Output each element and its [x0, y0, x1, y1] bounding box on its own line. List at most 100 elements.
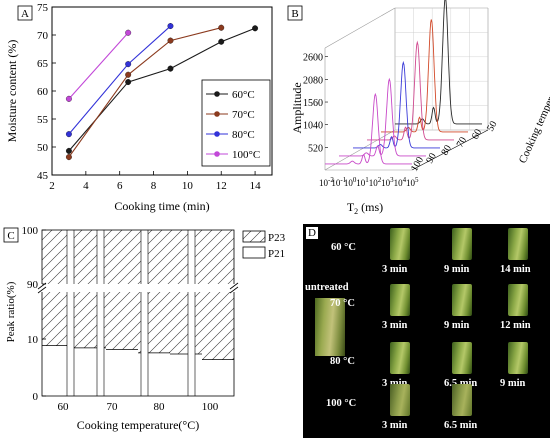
x-tick-label-b: 101 — [356, 176, 369, 188]
time-label: 14 min — [500, 264, 531, 275]
moisture-chart: A 2 4 6 8 10 12 14 45 50 55 60 65 70 75 60°C 70°C 80°C 1… — [5, 2, 273, 213]
p21-segment — [202, 359, 234, 396]
y-tick-label-b: 1560 — [303, 98, 323, 109]
legend-label-p23: P23 — [268, 232, 286, 244]
z-axis-label-b: Cooking temperature (°C) — [517, 55, 550, 165]
sample-photo — [452, 384, 472, 416]
y-tick-label-b: 520 — [308, 143, 323, 154]
x-tick-label-b: 103 — [381, 176, 394, 188]
panel-label-a: A — [21, 8, 29, 20]
y-tick-label-c: 100 — [22, 225, 39, 237]
x-tick-label-a: 6 — [117, 180, 123, 192]
legend-marker-a — [214, 91, 220, 97]
series-line-a — [68, 27, 222, 158]
y-tick-label-a: 70 — [37, 30, 49, 42]
legend-label-a: 80°C — [232, 129, 255, 141]
data-point-a — [218, 38, 225, 45]
legend-swatch-p21 — [242, 246, 266, 259]
data-point-a — [65, 147, 72, 154]
sample-photo — [452, 228, 472, 260]
data-point-a — [167, 37, 174, 44]
peak-ratio-chart: C 90 100 0 10 60 70 80 100 P23 P21 Cooking temp… — [3, 225, 286, 432]
x-tick-label-b: 105 — [406, 176, 419, 188]
bar-gap — [141, 230, 148, 396]
x-tick-label-a: 10 — [182, 180, 194, 192]
temperature-label: 70 °C — [330, 298, 355, 309]
series-line-a — [68, 32, 129, 100]
time-label: 3 min — [382, 264, 408, 275]
sample-photo — [508, 342, 528, 374]
z-tick-label-b: 90 — [424, 151, 439, 165]
panel-label-c: C — [7, 230, 14, 242]
time-label: 12 min — [500, 320, 531, 331]
t2-curve — [367, 40, 454, 141]
untreated-label: untreated — [305, 282, 349, 293]
x-tick-label-b: 10-1 — [331, 176, 346, 188]
z-tick-label-b: 50 — [485, 119, 500, 133]
t2-curve — [395, 0, 482, 125]
time-label: 9 min — [444, 320, 470, 331]
bar-gap — [97, 230, 104, 396]
time-label: 6.5 min — [444, 378, 477, 389]
panel-label-b: B — [291, 8, 298, 20]
y-tick-label-a: 75 — [37, 2, 49, 14]
data-point-a — [125, 61, 132, 68]
temperature-label: 80 °C — [330, 356, 355, 367]
sample-photo — [452, 342, 472, 374]
y-tick-label-a: 65 — [37, 58, 49, 70]
y-tick-label-a: 45 — [37, 170, 49, 182]
z-tick-label-b: 60 — [470, 127, 485, 141]
panel-c: C 90 100 0 10 60 70 80 100 P23 P21 Cooking temp… — [0, 222, 300, 438]
y-tick-label-a: 50 — [37, 142, 49, 154]
data-point-a — [167, 23, 174, 29]
x-tick-label-c: 80 — [154, 401, 166, 413]
x-axis-label-a: Cooking time (min) — [114, 199, 209, 213]
y-tick-label-a: 55 — [37, 114, 49, 126]
x-tick-label-a: 8 — [151, 180, 157, 192]
untreated-sample-photo — [315, 298, 345, 356]
sample-photo — [452, 284, 472, 316]
x-tick-label-c: 70 — [107, 401, 119, 413]
legend-swatch-p23 — [242, 230, 266, 243]
time-label: 3 min — [382, 420, 408, 431]
panel-b: B 520 1040 1560 2080 2600 10-2 10-1 100 101 102 1… — [285, 0, 550, 222]
y-tick-label-c: 10 — [27, 334, 39, 346]
plot-frame-c — [41, 229, 235, 397]
temperature-label: 100 °C — [326, 398, 357, 409]
sample-photo — [390, 284, 410, 316]
sample-photo — [508, 228, 528, 260]
t2-curve — [353, 60, 440, 149]
x-tick-label-c: 60 — [58, 401, 70, 413]
x-tick-label-a: 4 — [83, 180, 89, 192]
data-point-a — [167, 65, 174, 72]
x-tick-label-b: 10-2 — [319, 176, 334, 188]
sample-photo — [390, 228, 410, 260]
z-tick-label-b: 70 — [455, 135, 470, 149]
bar-gap — [188, 230, 195, 396]
bar-gap — [67, 230, 74, 396]
time-label: 3 min — [382, 320, 408, 331]
legend-label-a: 100°C — [232, 149, 260, 161]
time-label: 6.5 min — [444, 420, 478, 431]
t2-curve — [339, 77, 426, 157]
time-label: 9 min — [500, 378, 526, 389]
x-tick-label-c: 100 — [202, 401, 219, 413]
data-point-a — [125, 79, 132, 85]
p23-segment — [202, 230, 234, 360]
y-tick-label-b: 2080 — [303, 75, 323, 86]
data-point-a — [218, 24, 225, 31]
x-axis-label-b: T2 (ms) — [347, 200, 383, 216]
x-tick-label-b: 100 — [344, 176, 357, 188]
legend-marker-a — [214, 111, 220, 117]
time-label: 3 min — [382, 378, 407, 389]
legend-marker-a — [214, 131, 220, 137]
panel-d: D untreated 60 °C 3 min 9 min 14 min 70 °C 3 m… — [303, 224, 550, 438]
x-tick-label-a: 2 — [49, 180, 55, 192]
z-tick-label-b: 80 — [439, 143, 454, 157]
legend-label-a: 70°C — [232, 109, 255, 121]
panel-label-d: D — [308, 227, 316, 239]
p21-segment — [106, 349, 138, 396]
p21-segment — [170, 354, 202, 396]
data-point-a — [65, 154, 72, 161]
